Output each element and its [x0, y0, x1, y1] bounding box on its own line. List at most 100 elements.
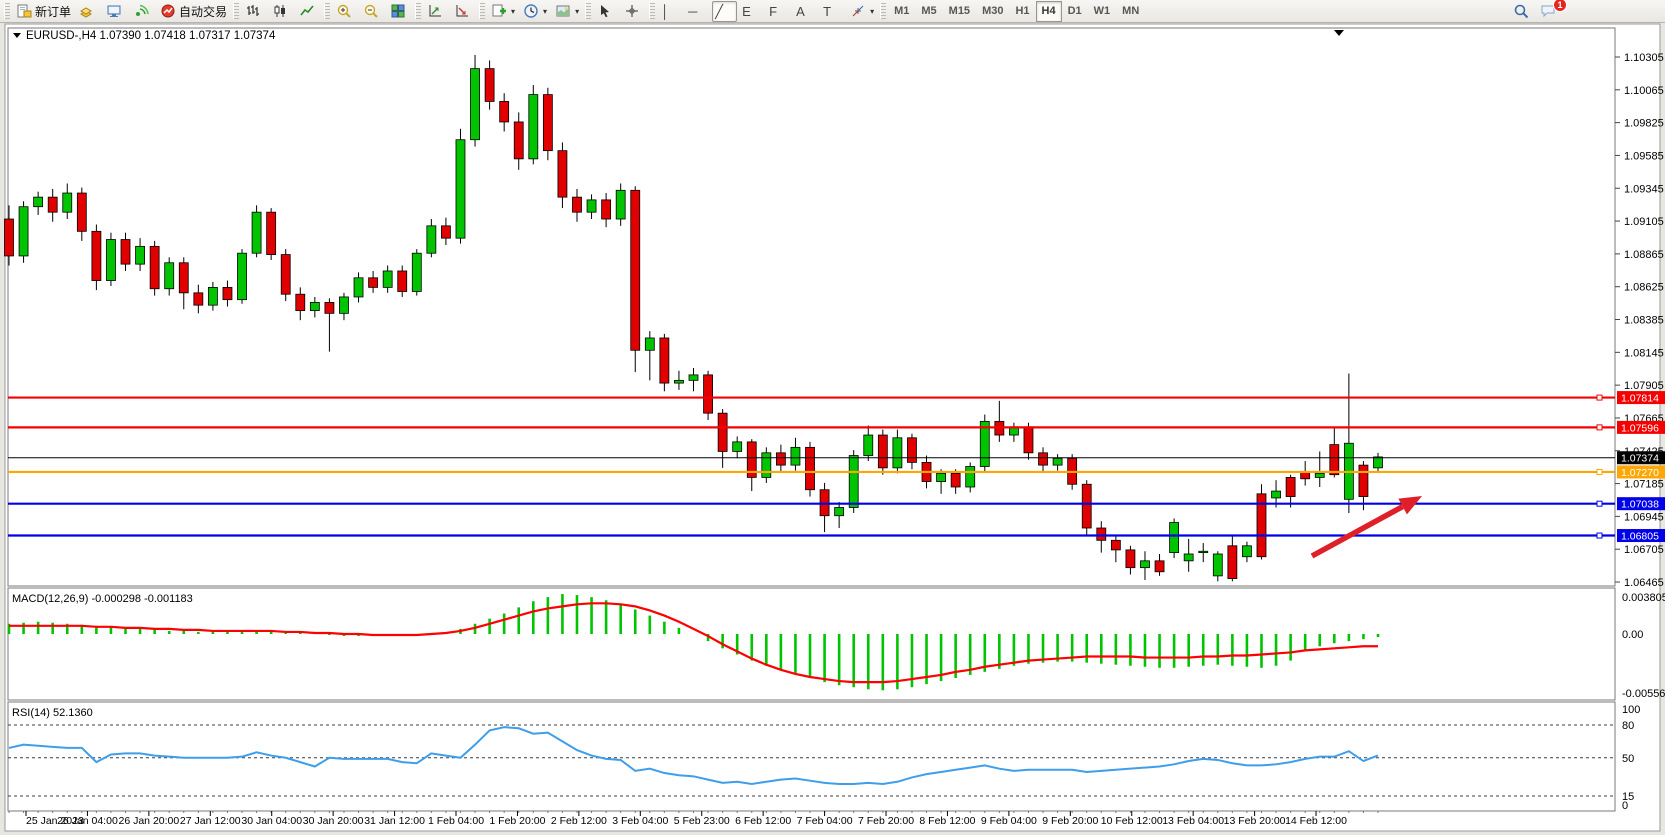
- bull-candle: [455, 139, 466, 239]
- toolbar-right-group: 1: [1509, 0, 1567, 22]
- crosshair-button[interactable]: [621, 1, 646, 22]
- chart-menu-icon[interactable]: [1334, 30, 1344, 36]
- chart-dropdown-icon[interactable]: [13, 33, 21, 38]
- arrange-right-button[interactable]: [451, 1, 476, 22]
- bull-candle: [353, 277, 364, 298]
- bear-candle: [1125, 549, 1136, 569]
- time-axis-label: 31 Jan 12:00: [364, 815, 425, 827]
- toolbar-group: ▾ ▾ ▾: [487, 0, 583, 23]
- signal-icon: [133, 3, 149, 19]
- fibonacci-button[interactable]: F: [766, 1, 791, 22]
- bear-candle: [91, 230, 102, 281]
- zoom-in-button[interactable]: [333, 1, 358, 22]
- bull-candle: [62, 192, 73, 213]
- timeframe-m1-button[interactable]: M1: [894, 4, 910, 17]
- bear-candle: [1154, 560, 1165, 573]
- bear-candle: [1329, 444, 1340, 476]
- main-pane[interactable]: [7, 27, 1616, 587]
- rsi-scale-label: 80: [1622, 720, 1634, 732]
- signal-button[interactable]: [130, 1, 155, 22]
- search-button[interactable]: [1510, 1, 1535, 22]
- bear-candle: [717, 412, 728, 452]
- arrange-left-button[interactable]: [424, 1, 449, 22]
- line-chart-button[interactable]: [296, 1, 321, 22]
- bull-candle: [979, 420, 990, 467]
- terminal-button[interactable]: [103, 1, 128, 22]
- timeframe-mn-button[interactable]: MN: [1122, 4, 1140, 17]
- trend-arrow-line[interactable]: [1310, 504, 1405, 559]
- bear-candle: [47, 196, 58, 213]
- timeframe-d1-button[interactable]: D1: [1067, 4, 1082, 17]
- bear-candle: [149, 245, 160, 290]
- timeframe-m30-button[interactable]: M30: [982, 4, 1004, 17]
- price-level-handle[interactable]: [1596, 394, 1603, 401]
- zoom-in-icon: [336, 3, 352, 19]
- horizontal-line-button[interactable]: ─: [685, 1, 710, 22]
- autotrade-button[interactable]: 自动交易: [157, 1, 230, 22]
- price-level-handle[interactable]: [1596, 468, 1603, 475]
- text-label-button[interactable]: T: [820, 1, 845, 22]
- price-level-handle[interactable]: [1596, 532, 1603, 539]
- price-level-handle[interactable]: [1596, 500, 1603, 507]
- time-axis-label: 26 Jan 20:00: [119, 815, 180, 827]
- trend-line-button[interactable]: ╱: [712, 0, 738, 22]
- new-order-button[interactable]: 新订单: [13, 1, 74, 22]
- toolbar: 新订单 自动交易 ▾ ▾ ▾ │ ─ ╱ E F A T ▾ M1 M5 M15 M30 H1 H4 D1 W1 MN 1: [0, 0, 1665, 23]
- equidistant-channel-button[interactable]: E: [739, 1, 764, 22]
- price-level-handle[interactable]: [1596, 424, 1603, 431]
- bar-chart-button[interactable]: [242, 1, 267, 22]
- tile-windows-button[interactable]: [387, 1, 412, 22]
- price-tag: [1617, 420, 1665, 434]
- time-axis-label: 27 Jan 12:00: [180, 815, 241, 827]
- toolbar-group-handle: [479, 3, 486, 19]
- template-button[interactable]: ▾: [552, 1, 582, 22]
- new-chart-button[interactable]: ▾: [488, 1, 518, 22]
- bull-candle: [1198, 550, 1209, 554]
- text-button[interactable]: A: [793, 1, 818, 22]
- bull-candle: [207, 286, 218, 306]
- toolbar-group: [241, 0, 322, 23]
- rsi-scale-label: 0: [1622, 800, 1628, 812]
- notifications-button[interactable]: 1: [1537, 0, 1567, 22]
- price-tag-label: 1.07270: [1621, 467, 1659, 479]
- chart-stack-button[interactable]: [76, 1, 101, 22]
- timeframe-h1-button[interactable]: H1: [1015, 4, 1030, 17]
- time-axis-label: 2 Feb 12:00: [551, 815, 607, 827]
- toolbar-group: [423, 0, 477, 23]
- timeframe-w1-button[interactable]: W1: [1093, 4, 1111, 17]
- bear-candle: [397, 270, 408, 292]
- macd-label: MACD(12,26,9) -0.000298 -0.001183: [12, 593, 193, 605]
- time-axis-label: 9 Feb 04:00: [981, 815, 1037, 827]
- text-icon: A: [796, 3, 805, 19]
- price-scale-label: 1.10065: [1624, 85, 1664, 97]
- bear-candle: [1023, 426, 1034, 454]
- candle-chart-button[interactable]: [269, 1, 294, 22]
- bull-candle: [1140, 560, 1150, 569]
- timeframe-h4-button[interactable]: H4: [1035, 0, 1062, 22]
- bull-candle: [965, 466, 976, 488]
- timeframe-m5-button[interactable]: M5: [921, 4, 937, 17]
- price-tag: [1617, 451, 1665, 465]
- trend-arrow-head[interactable]: [1398, 496, 1422, 515]
- dropdown-caret-icon: ▾: [511, 6, 516, 16]
- cursor-button[interactable]: [594, 1, 619, 22]
- price-scale-label: 1.06465: [1624, 577, 1664, 589]
- arrow-tools-button[interactable]: ▾: [847, 1, 877, 22]
- toolbar-group-handle: [233, 3, 240, 19]
- line-chart-icon: [299, 3, 315, 19]
- timeframe-m15-button[interactable]: M15: [948, 4, 971, 17]
- price-scale-label: 1.08385: [1624, 315, 1664, 327]
- dropdown-caret-icon: ▾: [575, 6, 580, 16]
- bull-candle: [251, 211, 262, 254]
- bull-candle: [18, 206, 29, 257]
- period-button[interactable]: ▾: [520, 1, 550, 22]
- macd-pane[interactable]: [7, 587, 1616, 701]
- bear-candle: [513, 121, 524, 160]
- bull-candle: [732, 441, 743, 452]
- zoom-out-button[interactable]: [360, 1, 385, 22]
- bear-candle: [746, 441, 757, 478]
- vertical-line-button[interactable]: │: [658, 1, 683, 22]
- bull-candle: [106, 239, 116, 281]
